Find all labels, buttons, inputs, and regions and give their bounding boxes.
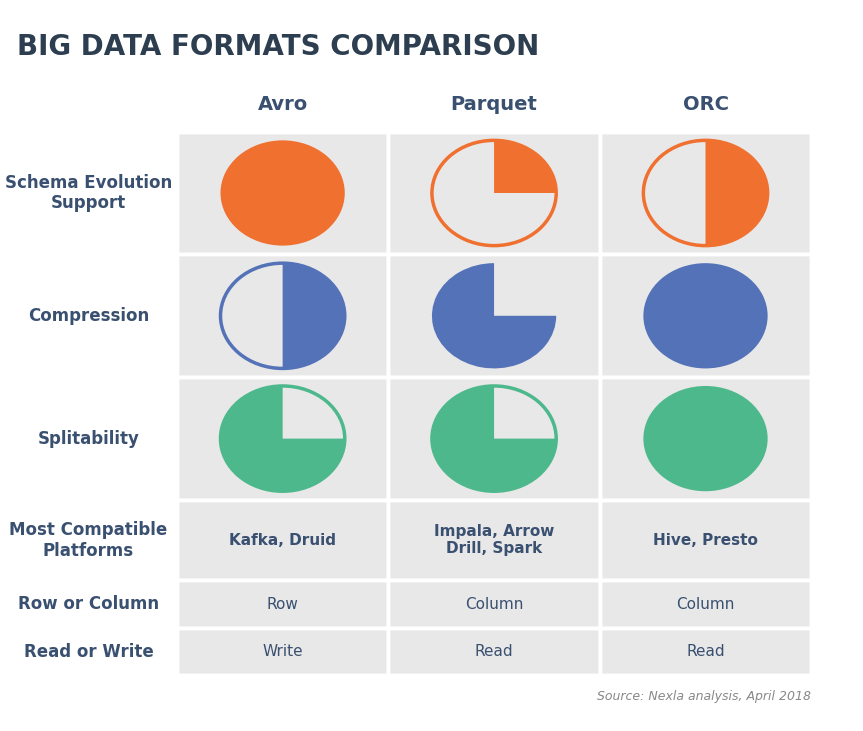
Wedge shape	[221, 140, 345, 246]
Wedge shape	[283, 263, 345, 368]
Wedge shape	[705, 140, 767, 193]
Text: BIG DATA FORMATS COMPARISON: BIG DATA FORMATS COMPARISON	[17, 33, 539, 61]
Text: Compression: Compression	[28, 307, 149, 325]
Bar	[388, 132, 600, 254]
Text: Most Compatible
Platforms: Most Compatible Platforms	[9, 520, 167, 560]
Wedge shape	[643, 263, 767, 368]
Bar	[177, 132, 388, 254]
Text: Kafka, Druid: Kafka, Druid	[230, 533, 336, 548]
Text: Parquet: Parquet	[450, 95, 538, 113]
Bar	[177, 628, 388, 675]
Wedge shape	[221, 386, 345, 491]
Circle shape	[643, 263, 767, 368]
Bar	[388, 580, 600, 628]
Bar	[177, 377, 388, 500]
Bar	[600, 377, 811, 500]
Text: Schema Evolution
Support: Schema Evolution Support	[5, 173, 172, 213]
Wedge shape	[643, 386, 767, 491]
Bar	[600, 132, 811, 254]
Text: ORC: ORC	[683, 95, 728, 113]
Bar	[177, 500, 388, 580]
Text: Column: Column	[677, 596, 734, 612]
Text: Splitability: Splitability	[37, 430, 140, 447]
Wedge shape	[494, 140, 556, 193]
Text: Read: Read	[475, 644, 513, 659]
Bar	[177, 254, 388, 377]
Text: Avro: Avro	[257, 95, 308, 113]
Circle shape	[432, 263, 556, 368]
Wedge shape	[432, 263, 556, 368]
Wedge shape	[705, 193, 767, 246]
Bar	[177, 580, 388, 628]
Text: Write: Write	[262, 644, 303, 659]
Bar	[388, 377, 600, 500]
Text: Impala, Arrow
Drill, Spark: Impala, Arrow Drill, Spark	[434, 524, 554, 556]
Text: Column: Column	[465, 596, 523, 612]
Text: Source: Nexla analysis, April 2018: Source: Nexla analysis, April 2018	[597, 690, 811, 703]
Text: Row: Row	[267, 596, 299, 612]
Wedge shape	[432, 386, 556, 491]
Circle shape	[221, 140, 345, 246]
Text: Read: Read	[686, 644, 725, 659]
Text: Hive, Presto: Hive, Presto	[653, 533, 758, 548]
Bar	[600, 254, 811, 377]
Bar	[388, 254, 600, 377]
Bar	[600, 628, 811, 675]
Text: Row or Column: Row or Column	[18, 595, 159, 613]
Circle shape	[643, 386, 767, 491]
Bar	[388, 628, 600, 675]
Bar	[600, 580, 811, 628]
Bar	[600, 500, 811, 580]
Bar	[388, 500, 600, 580]
Text: Read or Write: Read or Write	[23, 643, 154, 661]
